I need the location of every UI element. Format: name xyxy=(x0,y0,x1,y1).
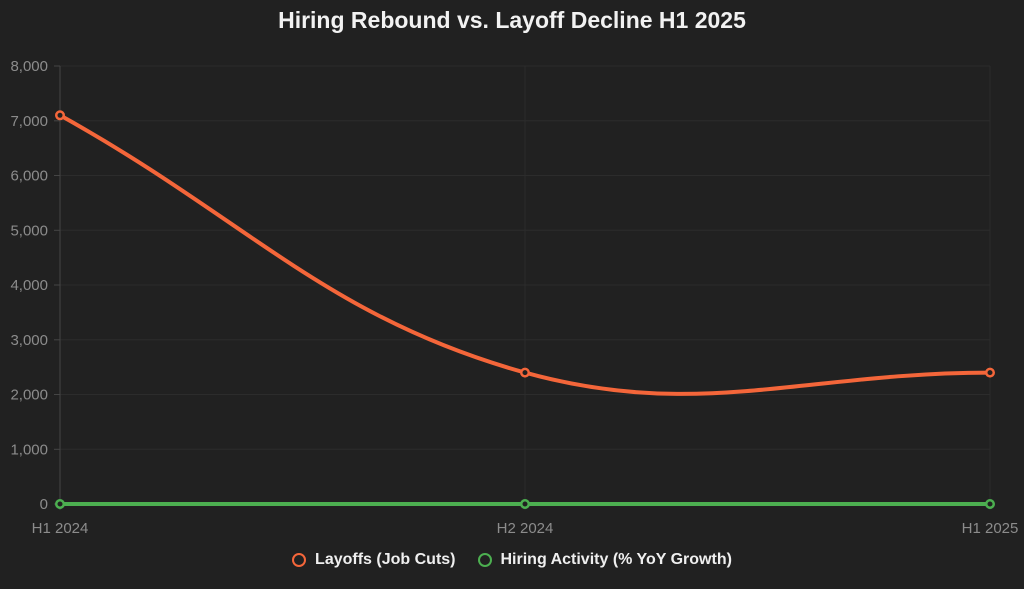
y-tick-label: 7,000 xyxy=(10,113,48,130)
y-tick-label: 1,000 xyxy=(10,441,48,458)
legend-label-layoffs: Layoffs (Job Cuts) xyxy=(315,551,456,568)
y-tick-label: 5,000 xyxy=(10,222,48,239)
legend-item-hiring[interactable]: Hiring Activity (% YoY Growth) xyxy=(477,551,732,569)
data-point[interactable] xyxy=(520,499,530,509)
y-tick-label: 6,000 xyxy=(10,168,48,185)
legend-circle-marker-icon xyxy=(292,553,307,567)
y-tick-label: 2,000 xyxy=(10,387,48,404)
x-tick-label: H1 2024 xyxy=(32,520,89,537)
y-tick-label: 4,000 xyxy=(10,277,48,294)
data-point[interactable] xyxy=(985,499,995,509)
y-tick-label: 8,000 xyxy=(10,58,48,75)
legend-item-layoffs[interactable]: Layoffs (Job Cuts) xyxy=(292,551,456,569)
x-tick-label: H2 2024 xyxy=(497,520,554,537)
data-point[interactable] xyxy=(985,367,995,378)
chart-title: Hiring Rebound vs. Layoff Decline H1 202… xyxy=(278,7,746,33)
legend-circle-marker-icon xyxy=(477,553,492,567)
data-point[interactable] xyxy=(55,110,65,121)
data-point[interactable] xyxy=(520,367,530,378)
legend: Layoffs (Job Cuts) Hiring Activity (% Yo… xyxy=(0,551,1024,569)
legend-label-hiring: Hiring Activity (% YoY Growth) xyxy=(500,551,732,568)
y-tick-label: 0 xyxy=(40,496,48,513)
y-tick-label: 3,000 xyxy=(10,332,48,349)
data-point[interactable] xyxy=(55,499,65,509)
x-tick-label: H1 2025 xyxy=(962,520,1019,537)
